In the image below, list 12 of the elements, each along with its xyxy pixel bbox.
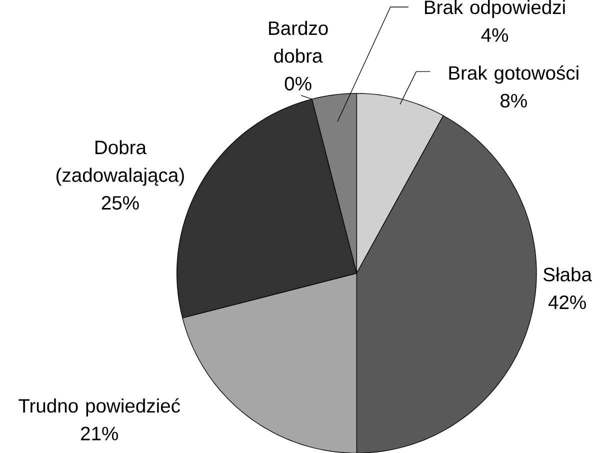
slice-label: Brak gotowości [449, 65, 578, 84]
slice-label: Dobra (zadowalająca) [56, 140, 184, 186]
data-label: 42% [548, 295, 586, 309]
data-label: 4% [481, 28, 508, 42]
data-label: 25% [102, 196, 139, 210]
category-label: Bardzo dobra [269, 20, 328, 63]
slice-label: Słaba [543, 267, 592, 282]
slice-label: Trudno powiedzieć [18, 398, 180, 416]
text: 0% [284, 76, 312, 90]
data-label: 21% [81, 426, 118, 440]
data-label: 8% [500, 94, 527, 108]
slice-label: Brak odpowiedzi [425, 0, 565, 18]
